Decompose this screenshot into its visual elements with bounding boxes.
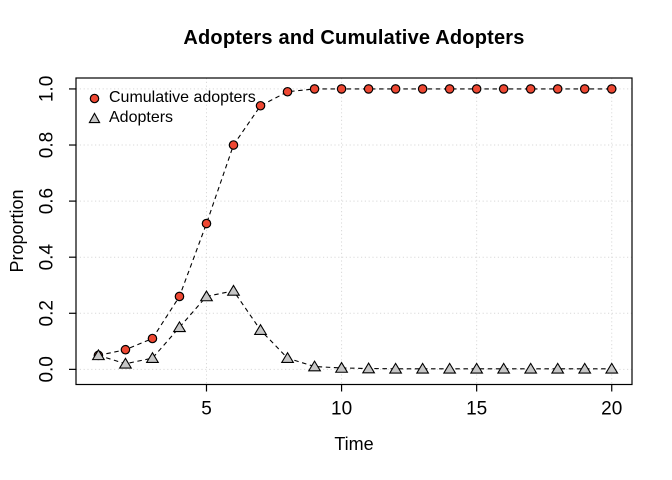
legend-triangle-glyph	[88, 111, 101, 123]
data-point-triangle	[496, 362, 511, 374]
data-point-triangle	[442, 362, 457, 374]
data-point-circle	[309, 84, 320, 94]
data-point-circle	[498, 84, 509, 94]
data-point-triangle	[604, 362, 619, 374]
data-point-circle	[255, 100, 266, 111]
data-point-triangle	[523, 362, 538, 374]
x-tick-label: 20	[601, 399, 622, 420]
data-point-triangle	[469, 362, 484, 374]
data-point-circle	[201, 218, 212, 229]
data-point-triangle	[577, 362, 592, 374]
data-point-triangle	[91, 348, 106, 361]
data-point-triangle	[307, 360, 322, 372]
data-point-circle	[579, 84, 590, 94]
triangle-marker-icon	[88, 111, 101, 123]
chart-title: Adopters and Cumulative Adopters	[183, 27, 525, 49]
data-point-triangle	[199, 289, 214, 302]
data-point-triangle	[550, 362, 565, 374]
data-point-circle	[120, 344, 131, 355]
data-point-triangle	[226, 284, 241, 296]
data-point-triangle	[388, 362, 403, 374]
y-axis-label: Proportion	[7, 189, 27, 273]
data-point-triangle	[361, 362, 376, 374]
series-line-circle	[98, 88, 612, 356]
chart-legend: Cumulative adopters Adopters	[88, 88, 256, 128]
data-point-triangle	[118, 357, 133, 369]
data-point-circle	[174, 291, 185, 302]
legend-item-adopters: Adopters	[88, 108, 256, 128]
legend-circle-glyph	[89, 93, 100, 103]
data-point-circle	[525, 84, 536, 94]
data-point-triangle	[145, 351, 160, 363]
data-point-circle	[417, 84, 428, 94]
data-point-triangle	[334, 361, 349, 373]
circle-marker-icon	[89, 93, 100, 103]
x-tick-label: 10	[331, 399, 352, 420]
y-tick-label: 0.2	[37, 300, 58, 326]
data-point-circle	[336, 84, 347, 94]
x-axis-label: Time	[334, 434, 374, 454]
y-tick-label: 0.4	[37, 244, 58, 271]
data-point-circle	[228, 140, 239, 150]
data-point-triangle	[172, 320, 187, 333]
data-point-circle	[363, 84, 374, 94]
y-tick-label: 1.0	[37, 76, 58, 102]
data-point-circle	[282, 86, 293, 97]
data-point-triangle	[280, 351, 295, 363]
plot-box	[75, 77, 633, 386]
data-point-circle	[444, 84, 455, 94]
y-tick-label: 0.6	[37, 188, 58, 214]
data-point-circle	[552, 84, 563, 94]
data-point-triangle	[253, 323, 268, 335]
data-point-circle	[606, 84, 617, 94]
legend-label-cumulative-adopters: Cumulative adopters	[109, 89, 256, 106]
data-point-circle	[471, 84, 482, 94]
data-point-triangle	[415, 362, 430, 374]
legend-label-adopters: Adopters	[109, 109, 174, 126]
legend-item-cumulative-adopters: Cumulative adopters	[88, 88, 256, 108]
x-tick-label: 15	[466, 399, 487, 420]
y-tick-label: 0.0	[37, 356, 58, 382]
x-tick-label: 5	[201, 399, 212, 420]
data-point-circle	[147, 333, 158, 344]
y-tick-label: 0.8	[37, 132, 58, 158]
data-point-circle	[390, 84, 401, 94]
